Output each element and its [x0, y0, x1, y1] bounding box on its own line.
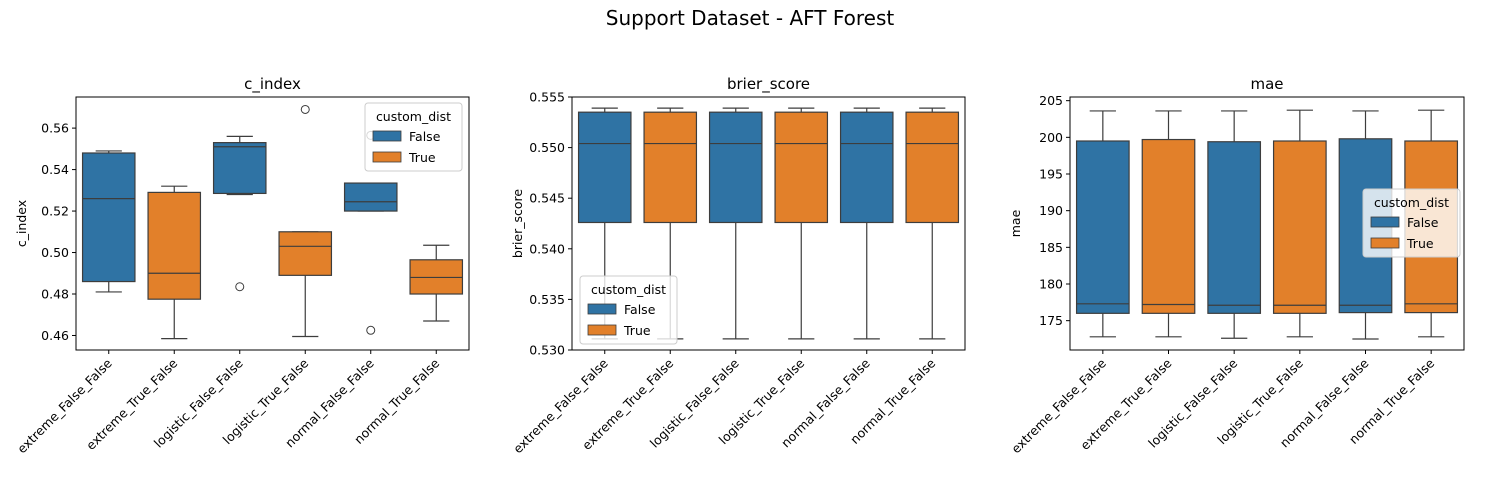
legend-swatch-False	[587, 303, 617, 315]
legend-title: custom_dist	[591, 282, 666, 297]
legend-swatch-False	[1370, 216, 1400, 228]
legend-swatch-True	[1370, 237, 1400, 249]
box-normal_True_False	[905, 107, 960, 340]
panel-title: brier_score	[727, 75, 810, 94]
box-iqr	[577, 111, 632, 224]
box-logistic_False_False	[1207, 110, 1262, 339]
panel-c_index: c_indexc_index0.460.480.500.520.540.56ex…	[14, 75, 470, 456]
y-tick-label: 180	[1039, 277, 1063, 292]
y-tick-label: 0.50	[41, 245, 69, 260]
box-logistic_True_False	[1272, 109, 1327, 338]
legend-label-True: True	[408, 150, 436, 165]
box-logistic_True_False	[278, 104, 333, 338]
y-tick-label: 0.545	[529, 191, 565, 206]
box-iqr	[278, 231, 333, 276]
y-tick-label: 0.54	[41, 162, 69, 177]
box-iqr	[643, 111, 698, 224]
legend-label-True: True	[623, 323, 651, 338]
panel-brier_score: brier_score brier_score 0.530 0.535 0.540 0.5…	[510, 75, 966, 456]
box-iqr	[1207, 141, 1262, 314]
box-normal_False_False	[839, 107, 894, 340]
legend: custom_dist False True	[1362, 188, 1461, 258]
box-normal_False_False	[343, 130, 398, 335]
legend: custom_dist False True	[364, 102, 463, 172]
box-iqr	[1075, 140, 1130, 314]
legend: custom_dist False True	[579, 275, 678, 345]
y-tick-label: 0.48	[41, 287, 69, 302]
y-axis-label: c_index	[14, 200, 29, 247]
box-iqr	[212, 142, 267, 195]
box-iqr	[1141, 138, 1196, 314]
y-tick-label: 0.530	[529, 343, 565, 358]
legend-label-False: False	[1407, 215, 1439, 230]
y-tick-label: 0.52	[41, 204, 69, 219]
legend-swatch-True	[587, 324, 617, 336]
y-tick-label: 0.46	[41, 328, 69, 343]
box-extreme_True_False	[643, 107, 698, 340]
box-iqr	[147, 191, 202, 300]
y-tick-label: 185	[1039, 240, 1063, 255]
box-iqr	[1272, 140, 1327, 314]
box-iqr	[839, 111, 894, 224]
y-tick-label: 0.540	[529, 241, 565, 256]
outlier-point	[300, 104, 310, 114]
legend-label-False: False	[409, 129, 441, 144]
legend-label-False: False	[624, 302, 656, 317]
box-iqr	[905, 111, 960, 224]
box-iqr	[774, 111, 829, 224]
y-tick-label: 190	[1039, 203, 1063, 218]
box-iqr	[81, 152, 136, 283]
y-tick-label: 200	[1039, 130, 1063, 145]
y-axis-label: mae	[1008, 209, 1023, 237]
box-logistic_False_False	[708, 107, 763, 340]
outlier-point	[366, 325, 376, 335]
box-iqr	[343, 182, 398, 212]
legend-swatch-False	[372, 130, 402, 142]
legend-title: custom_dist	[376, 109, 451, 124]
axes-frame	[571, 96, 966, 351]
y-tick-label: 0.555	[529, 90, 565, 105]
y-tick-label: 175	[1039, 313, 1063, 328]
y-tick-label: 195	[1039, 167, 1063, 182]
suptitle: Support Dataset - AFT Forest	[606, 6, 895, 30]
y-tick-label: 0.56	[41, 121, 69, 136]
y-tick-label: 0.535	[529, 292, 565, 307]
box-logistic_True_False	[774, 107, 829, 340]
box-logistic_False_False	[212, 135, 267, 292]
box-extreme_False_False	[1075, 110, 1130, 338]
axes-frame	[75, 96, 470, 351]
panels: c_indexc_index0.460.480.500.520.540.56ex…	[14, 75, 1465, 456]
axes-frame	[1069, 96, 1465, 351]
legend-swatch-True	[372, 151, 402, 163]
panel-mae: maemae175180185190195200205extreme_False…	[1008, 75, 1465, 456]
y-tick-label: 205	[1039, 93, 1063, 108]
legend-title: custom_dist	[1374, 195, 1449, 210]
box-extreme_False_False	[81, 150, 136, 293]
panel-title: c_index	[244, 75, 301, 94]
box-normal_True_False	[409, 244, 464, 322]
panel-title: mae	[1250, 75, 1283, 93]
y-tick-label: 0.550	[529, 140, 565, 155]
box-extreme_True_False	[147, 185, 202, 340]
box-iqr	[708, 111, 763, 224]
legend-label-True: True	[1406, 236, 1434, 251]
box-extreme_True_False	[1141, 110, 1196, 338]
outlier-point	[235, 282, 245, 292]
y-axis-label: brier_score	[510, 189, 525, 259]
